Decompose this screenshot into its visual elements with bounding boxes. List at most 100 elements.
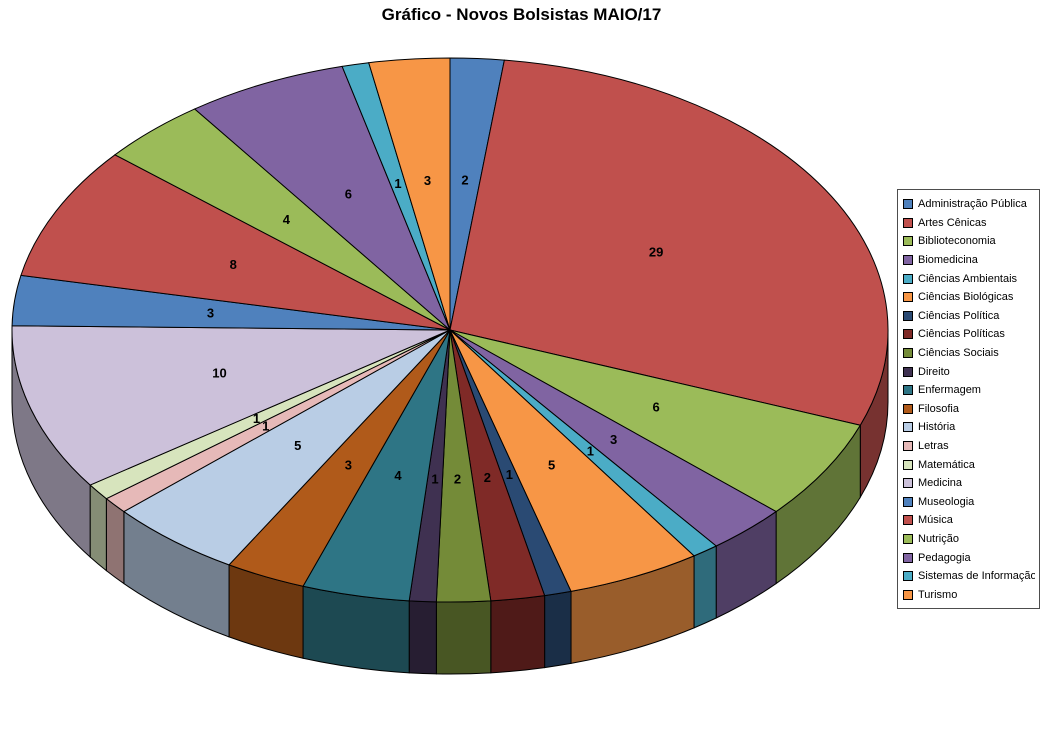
legend-item[interactable]: Música <box>903 511 1035 530</box>
slice-value-label: 6 <box>652 399 659 414</box>
legend-swatch-icon <box>903 552 913 563</box>
legend-label: Administração Pública <box>918 198 1027 211</box>
pie-slice-side <box>693 545 717 629</box>
legend-label: Ciências Políticas <box>918 328 1005 341</box>
legend-label: Medicina <box>918 477 963 490</box>
pie-slice-side <box>490 595 546 674</box>
pie-slice[interactable]: Pedagogia: 6 <box>193 65 451 331</box>
legend-item[interactable]: Direito <box>903 362 1035 381</box>
slice-value-label: 2 <box>461 173 468 188</box>
legend-label: Ciências Biológicas <box>918 291 1014 304</box>
legend-item[interactable]: Ciências Biológicas <box>903 288 1035 307</box>
legend-item[interactable]: História <box>903 418 1035 437</box>
legend-swatch-icon <box>903 273 913 284</box>
legend-swatch-icon <box>903 589 913 600</box>
legend-item[interactable]: Biblioteconomia <box>903 232 1035 251</box>
slice-value-label: 29 <box>649 245 663 260</box>
legend-label: História <box>918 421 956 434</box>
slice-value-label: 8 <box>230 257 237 272</box>
legend-item[interactable]: Artes Cênicas <box>903 214 1035 233</box>
legend-item[interactable]: Enfermagem <box>903 381 1035 400</box>
slice-value-label: 10 <box>212 366 226 381</box>
legend-label: Matemática <box>918 458 975 471</box>
slice-value-label: 2 <box>484 470 491 485</box>
slice-value-label: 1 <box>394 176 401 191</box>
legend-item[interactable]: Letras <box>903 437 1035 456</box>
pie-slice-side <box>89 483 107 572</box>
legend-item[interactable]: Ciências Sociais <box>903 344 1035 363</box>
legend-swatch-icon <box>903 255 913 266</box>
legend-swatch-icon <box>903 422 913 433</box>
legend-label: Direito <box>918 365 950 378</box>
slice-value-label: 3 <box>207 306 214 321</box>
legend-item[interactable]: Medicina <box>903 474 1035 493</box>
legend-label: Biomedicina <box>918 254 978 267</box>
slice-value-label: 4 <box>394 468 402 483</box>
legend-label: Ciências Ambientais <box>918 272 1018 285</box>
slice-value-label: 1 <box>431 471 438 486</box>
pie-slice-side <box>408 600 437 675</box>
pie-slice[interactable]: Turismo: 3 <box>368 57 451 331</box>
legend-item[interactable]: Sistemas de Informação <box>903 567 1035 586</box>
legend-swatch-icon <box>903 478 913 489</box>
slice-value-label: 3 <box>345 458 352 473</box>
legend-label: Filosofia <box>918 402 959 415</box>
legend-item[interactable]: Administração Pública <box>903 195 1035 214</box>
legend-item[interactable]: Ciências Ambientais <box>903 269 1035 288</box>
legend-item[interactable]: Pedagogia <box>903 548 1035 567</box>
slice-value-label: 1 <box>262 418 269 433</box>
legend-label: Artes Cênicas <box>918 216 987 229</box>
legend-swatch-icon <box>903 217 913 228</box>
legend-swatch-icon <box>903 496 913 507</box>
legend-swatch-icon <box>903 199 913 210</box>
legend-label: Ciências Sociais <box>918 347 999 360</box>
legend-item[interactable]: Filosofia <box>903 400 1035 419</box>
slice-value-label: 2 <box>454 472 461 487</box>
slice-value-label: 6 <box>345 186 352 201</box>
legend-swatch-icon <box>903 459 913 470</box>
legend-swatch-icon <box>903 329 913 340</box>
legend-swatch-icon <box>903 310 913 321</box>
pie-slice[interactable]: Medicina: 10 <box>11 325 451 486</box>
pie-slice[interactable]: Biblioteconomia: 6 <box>449 329 862 513</box>
legend-item[interactable]: Museologia <box>903 493 1035 512</box>
legend-label: Enfermagem <box>918 384 981 397</box>
legend-swatch-icon <box>903 571 913 582</box>
legend-item[interactable]: Ciências Políticas <box>903 325 1035 344</box>
slice-value-label: 5 <box>294 438 301 453</box>
legend-label: Sistemas de Informação <box>918 570 1035 583</box>
slice-value-label: 3 <box>610 432 617 447</box>
legend-swatch-icon <box>903 533 913 544</box>
slice-value-label: 3 <box>424 173 431 188</box>
legend-label: Música <box>918 514 953 527</box>
legend-swatch-icon <box>903 366 913 377</box>
legend-swatch-icon <box>903 348 913 359</box>
legend-label: Biblioteconomia <box>918 235 996 248</box>
legend-item[interactable]: Turismo <box>903 585 1035 604</box>
legend-label: Letras <box>918 440 949 453</box>
pie-slice-side <box>544 590 572 669</box>
pie-slice-side <box>105 497 125 585</box>
legend-label: Museologia <box>918 495 975 508</box>
legend-item[interactable]: Ciências Política <box>903 307 1035 326</box>
legend-label: Pedagogia <box>918 551 971 564</box>
legend-label: Nutrição <box>918 532 959 545</box>
legend-label: Ciências Política <box>918 309 1000 322</box>
slice-value-label: 1 <box>506 467 513 482</box>
slice-value-label: 1 <box>253 411 260 426</box>
pie-slice[interactable]: Música: 8 <box>20 154 451 331</box>
chart-title: Gráfico - Novos Bolsistas MAIO/17 <box>381 5 662 24</box>
legend-item[interactable]: Matemática <box>903 455 1035 474</box>
legend-swatch-icon <box>903 441 913 452</box>
pie-slice[interactable]: Artes Cênicas: 29 <box>449 59 889 426</box>
legend-item[interactable]: Nutrição <box>903 530 1035 549</box>
slice-value-label: 5 <box>548 458 555 473</box>
legend-item[interactable]: Biomedicina <box>903 251 1035 270</box>
legend-swatch-icon <box>903 385 913 396</box>
legend: Administração Pública Artes Cênicas Biblio… <box>897 189 1040 610</box>
legend-swatch-icon <box>903 292 913 303</box>
slice-value-label: 1 <box>587 444 594 459</box>
slice-value-label: 4 <box>283 212 291 227</box>
